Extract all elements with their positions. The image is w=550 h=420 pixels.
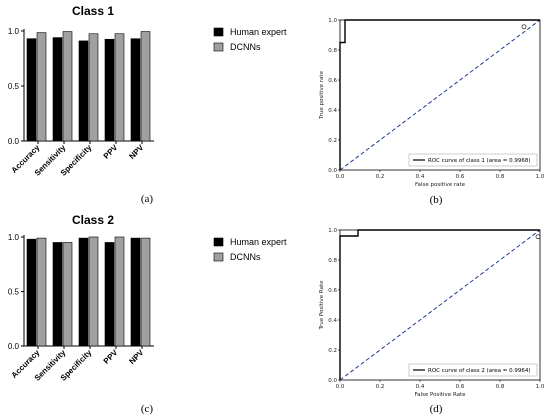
y-tick-label: 1.0 xyxy=(328,228,337,234)
x-tick-label: 0.0 xyxy=(336,174,345,180)
bar xyxy=(36,32,47,142)
x-axis-label: False positive rate xyxy=(415,182,466,188)
legend-label: DCNNs xyxy=(230,42,261,52)
bar xyxy=(62,31,73,142)
y-tick-label: 1.0 xyxy=(8,233,20,242)
bar xyxy=(140,237,151,347)
bar xyxy=(78,237,89,347)
x-tick-label: 0.6 xyxy=(456,384,465,390)
legend-box xyxy=(408,153,538,167)
panel-caption: (a) xyxy=(141,193,154,205)
y-tick-label: 1.0 xyxy=(8,27,20,36)
bar-chart-a: Class 10.00.51.0AccuracySensitivitySpeci… xyxy=(8,4,287,205)
y-tick-label: 0.0 xyxy=(328,168,337,174)
legend-swatch xyxy=(213,252,224,262)
panel-caption: (d) xyxy=(430,403,443,415)
legend-swatch xyxy=(213,237,224,247)
legend-swatch xyxy=(213,42,224,52)
roc-chart-d: 0.0 0.2 0.4 0.6 0.8 1.0 0.0 0.2 0.4 0.6 0.8 1.0 Fals… xyxy=(319,228,545,415)
legend-label: ROC curve of class 1 (area = 0.9968) xyxy=(428,158,531,164)
x-tick-label: 1.0 xyxy=(536,174,545,180)
bar xyxy=(62,242,73,347)
y-tick-label: 0.4 xyxy=(328,108,337,114)
y-axis-label: True positive rate xyxy=(319,70,325,120)
bar xyxy=(114,236,125,347)
y-tick-label: 0.6 xyxy=(328,78,337,84)
y-tick-label: 0.6 xyxy=(328,288,337,294)
y-tick-label: 0.4 xyxy=(328,318,337,324)
bar xyxy=(52,37,63,142)
chart-title: Class 1 xyxy=(72,4,114,18)
x-tick-label: 0.2 xyxy=(376,384,385,390)
bar xyxy=(36,237,47,347)
chance-diagonal-line xyxy=(339,19,541,171)
y-axis-label: True Positive Rate xyxy=(319,280,325,331)
threshold-marker xyxy=(535,234,541,240)
x-tick-label: 0.6 xyxy=(456,174,465,180)
x-tick-label: PPV xyxy=(102,143,120,161)
x-axis-label: False Positive Rate xyxy=(414,392,466,398)
panel-caption: (b) xyxy=(430,194,443,206)
y-tick-label: 0.0 xyxy=(8,342,20,351)
x-tick-label: 0.4 xyxy=(416,384,425,390)
legend-label: ROC curve of class 2 (area = 0.9964) xyxy=(428,368,531,374)
x-tick-label: NPV xyxy=(127,348,145,366)
x-tick-label: 0.0 xyxy=(336,384,345,390)
x-tick-label: PPV xyxy=(102,348,120,366)
x-tick-label: 0.8 xyxy=(496,384,505,390)
y-tick-label: 0.8 xyxy=(328,258,337,264)
legend-label: DCNNs xyxy=(230,252,261,262)
bar-chart-c: Class 20.00.51.0AccuracySensitivitySpeci… xyxy=(8,213,287,415)
chance-diagonal-line xyxy=(339,229,541,381)
legend-swatch xyxy=(213,27,224,37)
y-tick-label: 0.5 xyxy=(8,82,20,91)
bar xyxy=(104,38,115,142)
y-tick-label: 0.0 xyxy=(8,137,20,146)
legend-label: Human expert xyxy=(230,27,287,37)
x-tick-label: NPV xyxy=(127,143,145,161)
roc-curve xyxy=(339,19,540,170)
bar xyxy=(140,31,151,142)
threshold-marker xyxy=(521,24,527,30)
bar xyxy=(78,40,89,142)
x-tick-label: 0.4 xyxy=(416,174,425,180)
bar xyxy=(88,33,99,142)
y-tick-label: 0.2 xyxy=(328,138,337,144)
x-tick-label: 0.2 xyxy=(376,174,385,180)
legend-box xyxy=(408,363,538,377)
x-tick-label: 1.0 xyxy=(536,384,545,390)
y-tick-label: 0.2 xyxy=(328,348,337,354)
y-tick-label: 1.0 xyxy=(328,18,337,24)
bar xyxy=(52,242,63,347)
bar xyxy=(26,238,37,347)
legend-label: Human expert xyxy=(230,237,287,247)
roc-curve xyxy=(339,229,540,380)
bar xyxy=(26,38,37,142)
y-tick-label: 0.8 xyxy=(328,48,337,54)
bar xyxy=(130,38,141,142)
x-tick-label: 0.8 xyxy=(496,174,505,180)
panel-caption: (c) xyxy=(141,403,154,415)
y-tick-label: 0.0 xyxy=(328,378,337,384)
chart-title: Class 2 xyxy=(72,213,114,227)
y-tick-label: 0.5 xyxy=(8,288,20,297)
bar xyxy=(104,242,115,347)
roc-chart-b: 0.0 0.2 0.4 0.6 0.8 1.0 0.0 0.2 0.4 0.6 0.8 1.0 Fals… xyxy=(319,18,545,206)
bar xyxy=(88,236,99,347)
bar xyxy=(114,33,125,142)
bar xyxy=(130,237,141,347)
